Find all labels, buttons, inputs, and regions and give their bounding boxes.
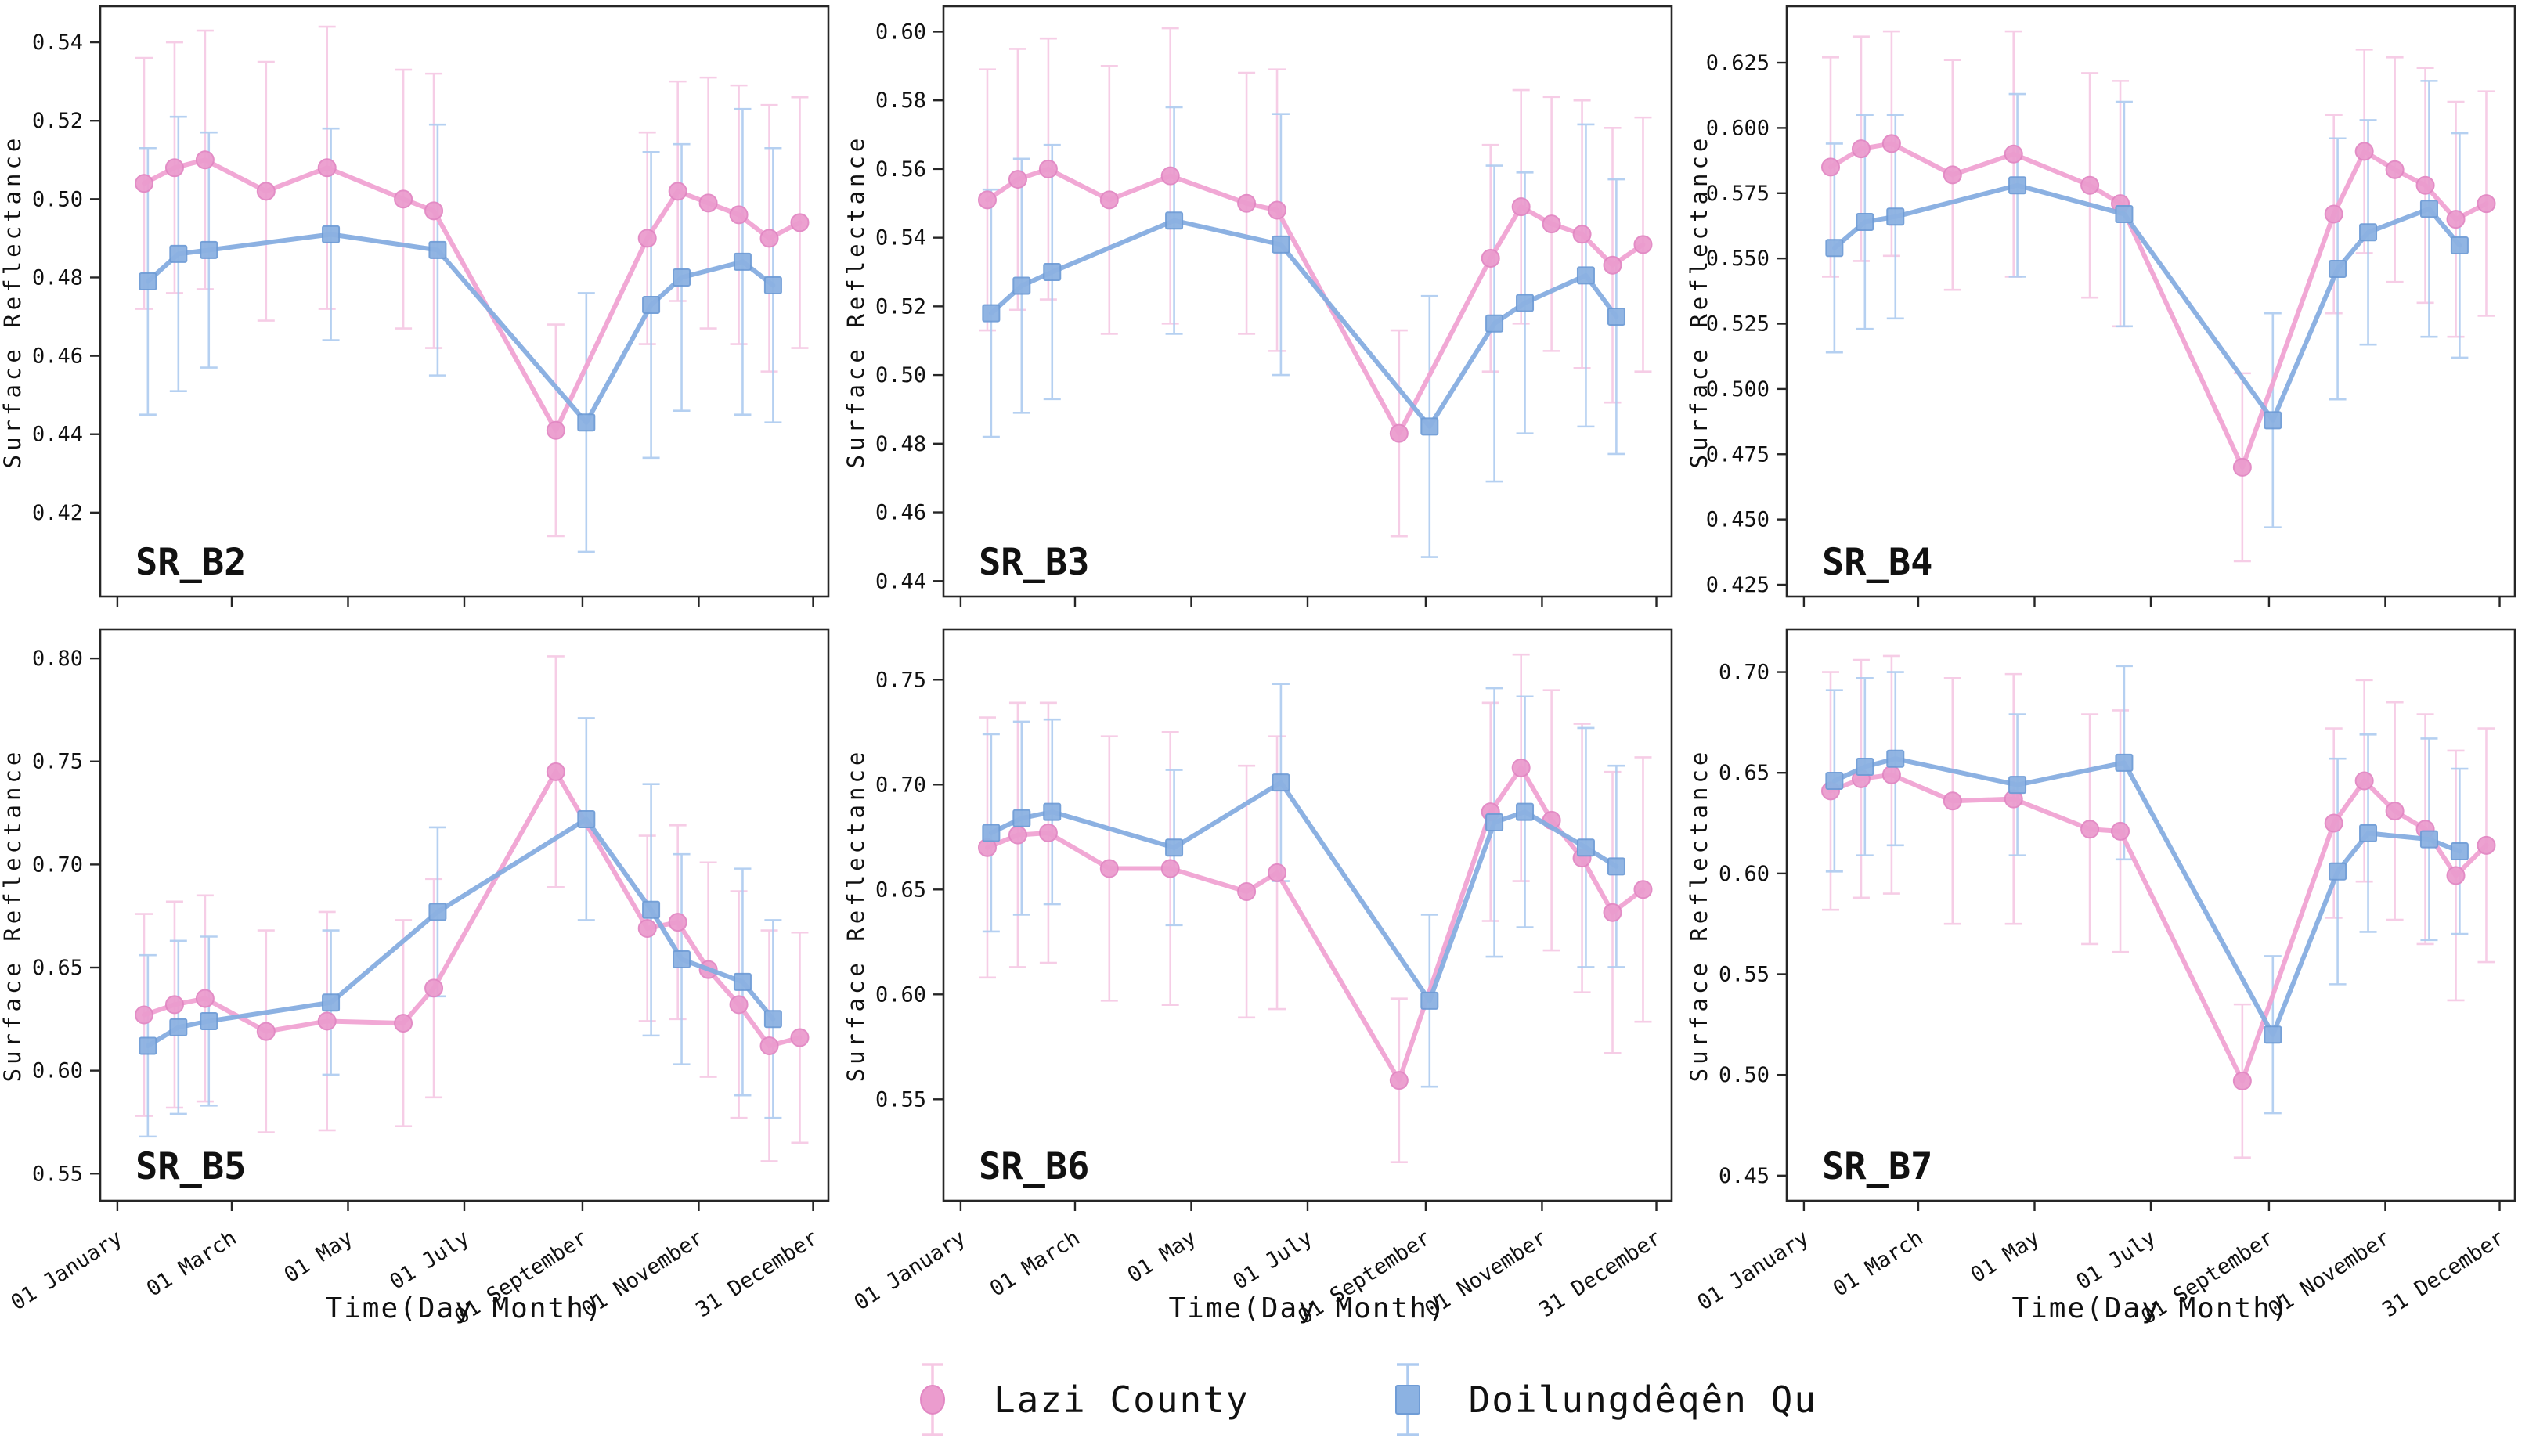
chart-panel-sr-b4: 0.425 0.450 0.475 0.500 0.525 0.550 0.575 0.600… — [1687, 0, 2529, 618]
legend-entry-lazi-county: Lazi County — [915, 1357, 1250, 1443]
lazi-county-errorbar-circle-icon — [919, 1363, 945, 1436]
svg-text:01 January: 01 January — [7, 1226, 127, 1316]
svg-text:0.46: 0.46 — [32, 344, 83, 369]
svg-text:0.54: 0.54 — [32, 31, 83, 55]
chart-panel-sr-b3: 0.44 0.46 0.48 0.50 0.52 0.54 0.56 0.58 0.60 Surf… — [843, 0, 1686, 618]
svg-text:0.525: 0.525 — [1706, 312, 1770, 337]
svg-text:Surface Reflectance: Surface Reflectance — [1687, 748, 1712, 1083]
svg-text:31 December: 31 December — [2378, 1226, 2509, 1322]
svg-text:01 March: 01 March — [986, 1226, 1084, 1302]
svg-text:0.55: 0.55 — [875, 1087, 926, 1112]
svg-text:0.425: 0.425 — [1706, 573, 1770, 597]
svg-text:31 December: 31 December — [691, 1226, 822, 1322]
svg-text:0.600: 0.600 — [1706, 116, 1770, 140]
svg-text:0.54: 0.54 — [875, 226, 926, 250]
svg-text:Time(Day Month): Time(Day Month) — [325, 1292, 603, 1324]
svg-text:0.44: 0.44 — [32, 423, 83, 447]
chart-panel-sr-b2: 0.42 0.44 0.46 0.48 0.50 0.52 0.54 Surface Refl… — [0, 0, 842, 618]
chart-panel-sr-b5: 0.55 0.60 0.65 0.70 0.75 0.80 01 January 01 Mar… — [0, 618, 842, 1335]
svg-text:0.45: 0.45 — [1719, 1164, 1770, 1188]
svg-text:0.65: 0.65 — [32, 956, 83, 980]
svg-text:Time(Day Month): Time(Day Month) — [2011, 1292, 2289, 1324]
svg-text:0.55: 0.55 — [1719, 963, 1770, 987]
svg-text:0.55: 0.55 — [32, 1162, 83, 1186]
svg-text:0.58: 0.58 — [875, 88, 926, 113]
svg-text:SR_B7: SR_B7 — [1822, 1145, 1932, 1188]
svg-text:0.60: 0.60 — [1719, 862, 1770, 886]
legend-label-doilungdeqen-qu: Doilungdêqên Qu — [1468, 1379, 1818, 1421]
svg-text:0.550: 0.550 — [1706, 247, 1770, 271]
svg-text:Time(Day Month): Time(Day Month) — [1168, 1292, 1446, 1324]
svg-text:SR_B5: SR_B5 — [135, 1145, 246, 1188]
svg-text:01 March: 01 March — [143, 1226, 241, 1302]
legend-entry-doilungdeqen-qu: Doilungdêqên Qu — [1391, 1357, 1817, 1443]
svg-text:SR_B2: SR_B2 — [135, 541, 246, 584]
svg-text:01 May: 01 May — [1124, 1226, 1201, 1288]
svg-text:0.60: 0.60 — [32, 1059, 83, 1083]
figure-legend: Lazi County Doilungdêqên Qu — [0, 1357, 2529, 1443]
svg-text:01 January: 01 January — [850, 1226, 970, 1316]
svg-text:0.70: 0.70 — [1719, 661, 1770, 685]
svg-text:0.625: 0.625 — [1706, 51, 1770, 75]
svg-text:31 December: 31 December — [1535, 1226, 1665, 1322]
svg-text:Surface Reflectance: Surface Reflectance — [0, 135, 26, 469]
svg-text:0.65: 0.65 — [1719, 761, 1770, 785]
svg-text:0.46: 0.46 — [875, 501, 926, 525]
svg-text:Surface Reflectance: Surface Reflectance — [0, 748, 26, 1083]
svg-text:0.60: 0.60 — [875, 982, 926, 1007]
svg-text:01 July: 01 July — [385, 1226, 473, 1295]
svg-text:0.75: 0.75 — [32, 750, 83, 774]
chart-panel-sr-b6: 0.55 0.60 0.65 0.70 0.75 01 January 01 March 01… — [843, 618, 1686, 1335]
svg-text:0.475: 0.475 — [1706, 442, 1770, 467]
legend-label-lazi-county: Lazi County — [993, 1379, 1250, 1421]
svg-text:0.65: 0.65 — [875, 878, 926, 902]
svg-text:0.70: 0.70 — [875, 773, 926, 797]
svg-text:0.70: 0.70 — [32, 852, 83, 877]
svg-text:01 January: 01 January — [1694, 1226, 1813, 1316]
svg-text:SR_B4: SR_B4 — [1822, 541, 1932, 584]
svg-text:01 July: 01 July — [2072, 1226, 2159, 1295]
svg-text:Surface Reflectance: Surface Reflectance — [843, 135, 869, 469]
svg-text:0.75: 0.75 — [875, 668, 926, 692]
svg-text:0.575: 0.575 — [1706, 182, 1770, 206]
svg-text:0.500: 0.500 — [1706, 377, 1770, 402]
svg-text:Surface Reflectance: Surface Reflectance — [843, 748, 869, 1083]
svg-text:01 May: 01 May — [1967, 1226, 2044, 1288]
doilungdeqen-qu-errorbar-square-icon — [1394, 1363, 1420, 1436]
svg-text:Surface Reflectance: Surface Reflectance — [1687, 135, 1712, 469]
svg-text:0.48: 0.48 — [875, 432, 926, 456]
svg-text:0.50: 0.50 — [1719, 1063, 1770, 1087]
svg-text:0.44: 0.44 — [875, 569, 926, 593]
chart-grid: 0.42 0.44 0.46 0.48 0.50 0.52 0.54 Surface Refl… — [0, 0, 2529, 1335]
chart-panel-sr-b7: 0.45 0.50 0.55 0.60 0.65 0.70 01 January 01 Mar… — [1687, 618, 2529, 1335]
svg-text:0.56: 0.56 — [875, 157, 926, 182]
svg-text:0.50: 0.50 — [32, 187, 83, 211]
svg-text:0.450: 0.450 — [1706, 508, 1770, 532]
svg-text:0.80: 0.80 — [32, 647, 83, 671]
svg-text:0.52: 0.52 — [875, 294, 926, 319]
svg-text:01 May: 01 May — [280, 1226, 358, 1288]
svg-text:01 March: 01 March — [1829, 1226, 1928, 1302]
svg-text:SR_B6: SR_B6 — [979, 1145, 1089, 1188]
svg-text:01 July: 01 July — [1228, 1226, 1316, 1295]
svg-text:0.50: 0.50 — [875, 363, 926, 387]
svg-text:0.60: 0.60 — [875, 20, 926, 44]
svg-text:0.48: 0.48 — [32, 265, 83, 290]
svg-text:SR_B3: SR_B3 — [979, 541, 1089, 584]
svg-text:0.42: 0.42 — [32, 501, 83, 525]
svg-text:0.52: 0.52 — [32, 109, 83, 133]
